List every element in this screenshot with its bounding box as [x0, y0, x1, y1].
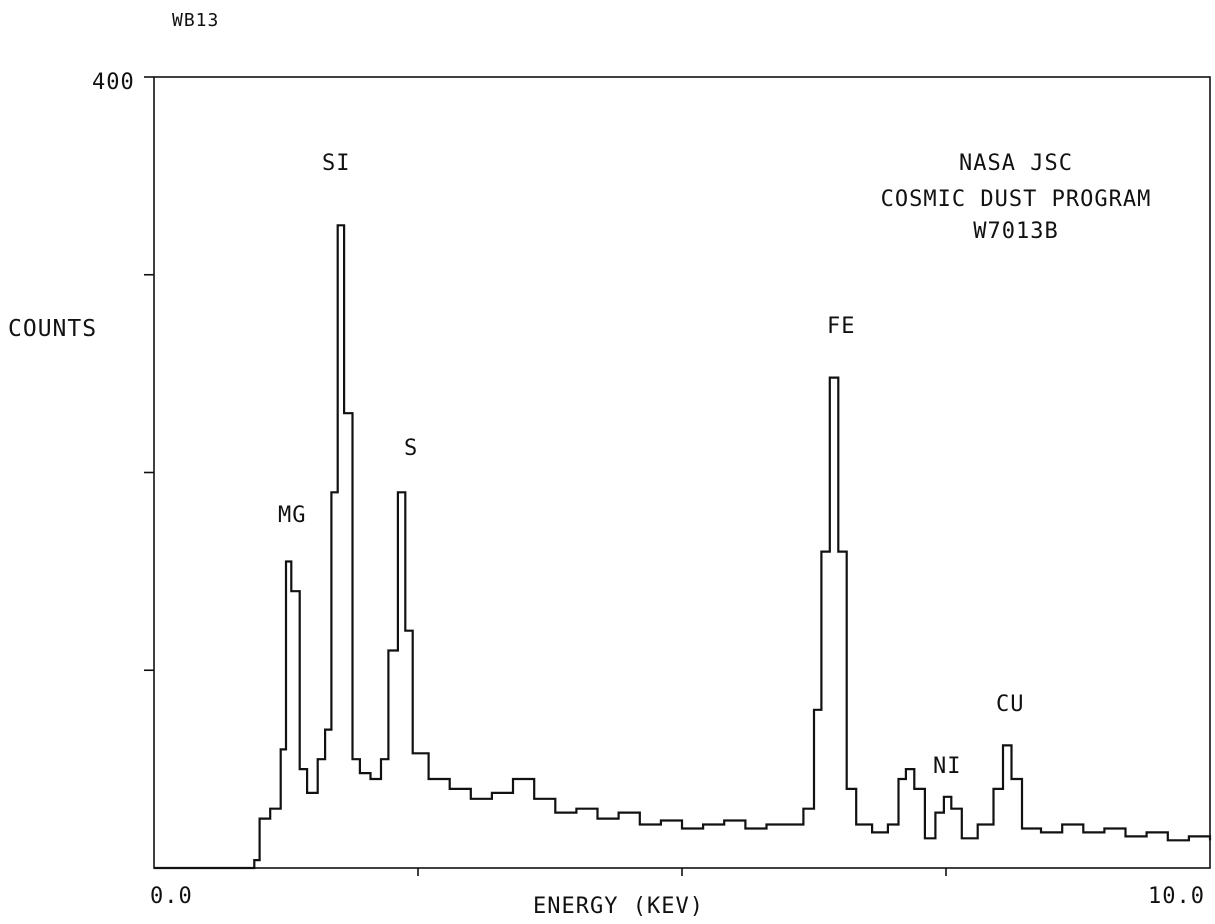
lab-annotation-line-2: COSMIC DUST PROGRAM [880, 187, 1152, 212]
x-tick-label-max: 10.0 [1148, 884, 1205, 909]
y-axis-label: COUNTS [8, 316, 98, 342]
peak-label-mg: MG [278, 503, 307, 528]
peak-label-cu: CU [996, 692, 1025, 717]
y-tick-label-400: 400 [92, 70, 135, 95]
peak-label-fe: FE [827, 314, 856, 339]
peak-label-si: SI [322, 151, 351, 176]
lab-annotation-line-3: W7013B [973, 219, 1059, 244]
x-axis-label: ENERGY (KEV) [533, 894, 704, 919]
x-tick-label-min: 0.0 [150, 884, 193, 909]
sample-id: WB13 [172, 10, 220, 31]
peak-label-s: S [404, 436, 419, 461]
peak-label-ni: NI [933, 754, 962, 779]
spectrum-trace [154, 224, 1212, 870]
lab-annotation-line-1: NASA JSC [959, 151, 1073, 176]
